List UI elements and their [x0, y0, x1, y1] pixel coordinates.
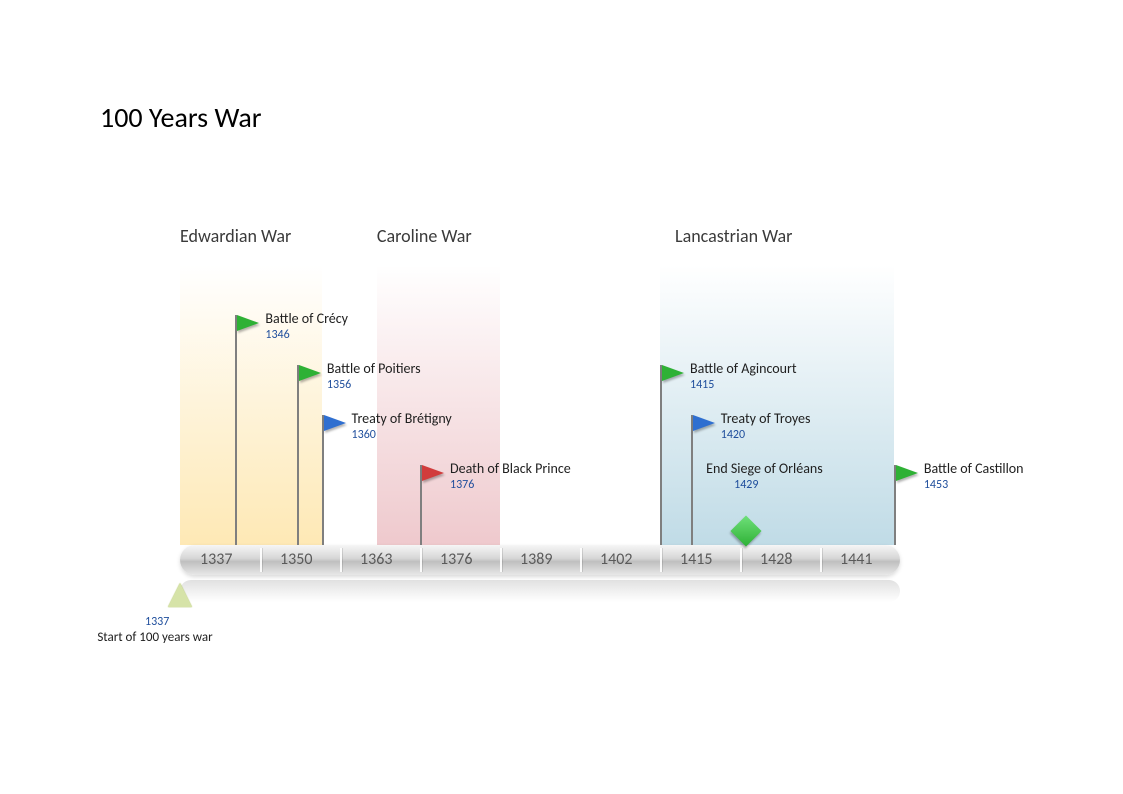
phase-band — [660, 265, 894, 545]
timeline-tick-sep — [500, 548, 503, 572]
flag-stem — [691, 415, 693, 545]
event-title: Treaty of Troyes — [721, 410, 811, 427]
timeline-tick-label: 1337 — [200, 550, 232, 569]
timeline-tick-label: 1428 — [760, 550, 792, 569]
timeline-tick-label: 1441 — [840, 550, 872, 569]
flag-stem — [235, 315, 237, 545]
timeline-tick-label: 1350 — [280, 550, 312, 569]
flag-icon — [896, 465, 918, 481]
phase-label: Caroline War — [377, 225, 472, 247]
event-title: Battle of Castillon — [924, 460, 1024, 477]
flag-stem — [297, 365, 299, 545]
phase-band — [180, 265, 322, 545]
timeline-canvas: 100 Years War Edwardian War Caroline War L… — [0, 0, 1123, 794]
flag-icon — [299, 365, 321, 381]
timeline-tick-sep — [340, 548, 343, 572]
start-triangle-icon — [168, 583, 192, 607]
timeline-tick-label: 1389 — [520, 550, 552, 569]
timeline-tick-label: 1415 — [680, 550, 712, 569]
event-year: 1346 — [265, 328, 289, 342]
start-year: 1337 — [145, 615, 169, 629]
event-year: 1376 — [450, 478, 474, 492]
timeline-ticks: 1337 1350 1363 1376 1389 1402 1415 1428 1441 — [180, 545, 900, 575]
event-title: Battle of Crécy — [265, 310, 348, 327]
event-title: Battle of Agincourt — [690, 360, 797, 377]
timeline-tick-label: 1363 — [360, 550, 392, 569]
phase-band — [377, 265, 500, 545]
page-title: 100 Years War — [100, 100, 262, 135]
flag-icon — [422, 465, 444, 481]
event-title: Treaty of Brétigny — [352, 410, 452, 427]
flag-stem — [322, 415, 324, 545]
event-title: Death of Black Prince — [450, 460, 571, 477]
flag-icon — [324, 415, 346, 431]
event-title: Battle of Poitiers — [327, 360, 421, 377]
timeline-tick-label: 1402 — [600, 550, 632, 569]
phase-label: Edwardian War — [180, 225, 291, 247]
start-label: Start of 100 years war — [85, 630, 225, 645]
timeline-tick-label: 1376 — [440, 550, 472, 569]
marker-title: End Siege of Orléans — [706, 460, 823, 477]
timeline-reflection — [180, 580, 900, 602]
event-year: 1420 — [721, 428, 745, 442]
timeline-tick-sep — [420, 548, 423, 572]
marker-year: 1429 — [734, 478, 758, 492]
timeline: 1337 1350 1363 1376 1389 1402 1415 1428 1441 — [180, 545, 900, 615]
event-year: 1360 — [352, 428, 376, 442]
flag-icon — [693, 415, 715, 431]
flag-icon — [237, 315, 259, 331]
timeline-tick-sep — [820, 548, 823, 572]
timeline-tick-sep — [660, 548, 663, 572]
phase-label: Lancastrian War — [675, 225, 792, 247]
event-year: 1415 — [690, 378, 714, 392]
event-year: 1453 — [924, 478, 948, 492]
flag-stem — [660, 365, 662, 545]
event-year: 1356 — [327, 378, 351, 392]
timeline-tick-sep — [580, 548, 583, 572]
flag-icon — [662, 365, 684, 381]
timeline-tick-sep — [740, 548, 743, 572]
timeline-tick-sep — [260, 548, 263, 572]
